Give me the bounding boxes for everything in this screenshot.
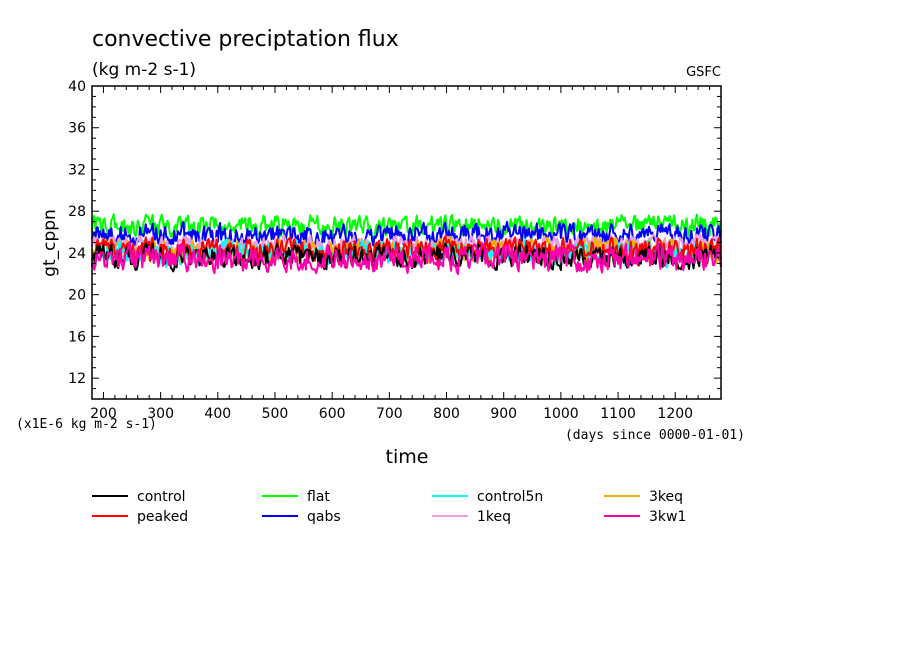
x-tick-label: 1200 [657,406,693,422]
x-tick-label: 900 [490,406,517,422]
chart-units: (kg m-2 s-1) [92,60,196,80]
source-label: GSFC [686,65,721,80]
legend-label-peaked: peaked [137,509,188,525]
legend-label-control: control [137,489,186,505]
y-axis-label: gt_cppn [40,209,60,277]
y-tick-label: 40 [68,79,86,95]
x-unit-note: (days since 0000-01-01) [565,428,745,443]
x-axis-label: time [386,446,429,468]
y-tick-label: 20 [68,288,86,304]
x-tick-label: 1000 [543,406,579,422]
legend-label-1keq: 1keq [477,509,511,525]
legend-label-control5n: control5n [477,489,543,505]
x-tick-label: 1100 [600,406,636,422]
series-line-3kw1 [91,241,722,276]
x-tick-label: 700 [376,406,403,422]
y-tick-label: 24 [68,246,86,262]
plot-area: 12 16 20 24 28 32 36 40 200 300 400 500 600 700 800 900… [68,79,722,422]
chart-title: convective preciptation flux [92,27,399,52]
legend-label-qabs: qabs [307,509,341,525]
legend-label-flat: flat [307,489,330,505]
x-tick-label: 300 [147,406,174,422]
x-tick-label: 600 [319,406,346,422]
y-tick-label: 28 [68,204,86,220]
y-tick-label: 32 [68,162,86,178]
x-tick-label: 800 [433,406,460,422]
y-tick-label: 16 [68,329,86,345]
legend-label-3kw1: 3kw1 [649,509,686,525]
x-tick-label: 400 [204,406,231,422]
x-tick-label: 200 [90,406,117,422]
legend-label-3keq: 3keq [649,489,683,505]
y-tick-label: 12 [68,371,86,387]
legend: control peaked flat qabs control5n 1keq 3keq 3k… [92,489,686,525]
x-tick-label: 500 [262,406,289,422]
y-tick-label: 36 [68,121,86,137]
y-scale-note: (x1E-6 kg m-2 s-1) [16,417,157,432]
